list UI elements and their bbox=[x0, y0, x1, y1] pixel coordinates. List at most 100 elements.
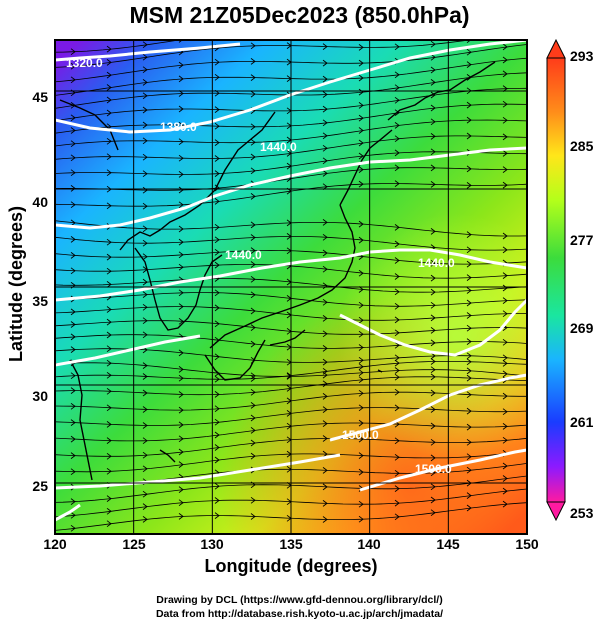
streamline-arrow bbox=[466, 116, 472, 124]
credit-line-1: Drawing by DCL (https://www.gfd-dennou.o… bbox=[156, 594, 443, 606]
streamline-arrow bbox=[70, 498, 76, 505]
streamline-arrow bbox=[322, 233, 328, 241]
streamline-arrow bbox=[70, 140, 76, 148]
streamline-arrow bbox=[106, 137, 112, 145]
streamline-arrow bbox=[430, 181, 436, 188]
streamline-arrow bbox=[358, 376, 364, 384]
streamline-arrow bbox=[466, 260, 472, 268]
streamline-arrow bbox=[322, 91, 328, 98]
streamline-arrow bbox=[178, 303, 184, 310]
streamline-arrow bbox=[250, 372, 256, 380]
contour-label: 1440.0 bbox=[225, 248, 262, 262]
y-tick-label: 30 bbox=[32, 388, 48, 404]
streamline-arrow bbox=[142, 202, 148, 210]
streamline-arrow bbox=[466, 338, 472, 345]
streamline-arrow bbox=[214, 289, 220, 297]
streamline-arrow bbox=[142, 225, 148, 233]
streamline-arrow bbox=[503, 31, 507, 37]
streamline-arrow bbox=[106, 253, 112, 261]
streamline-arrow bbox=[70, 48, 76, 56]
streamline-arrow bbox=[142, 362, 148, 369]
streamline-arrow bbox=[106, 318, 112, 326]
streamline-arrow bbox=[394, 469, 400, 477]
streamline-arrow bbox=[250, 275, 256, 283]
streamline-arrow bbox=[430, 358, 436, 365]
streamline-arrow bbox=[214, 170, 220, 177]
grid-lines bbox=[55, 40, 527, 534]
streamline-arrow bbox=[250, 340, 256, 348]
colorbar-label: 285 bbox=[570, 138, 594, 154]
streamline-arrow bbox=[502, 272, 508, 279]
streamline-arrow bbox=[430, 454, 436, 462]
streamline-arrow bbox=[106, 306, 112, 313]
streamline-arrow bbox=[250, 439, 256, 447]
streamline-arrow bbox=[178, 448, 184, 456]
plot-frame bbox=[54, 39, 528, 535]
streamline-arrow bbox=[394, 354, 400, 362]
x-tick-label: 145 bbox=[436, 536, 460, 552]
streamline-arrow bbox=[394, 485, 400, 492]
streamline-arrow bbox=[358, 88, 364, 96]
streamline-arrow bbox=[430, 164, 436, 172]
streamline-arrow bbox=[70, 62, 76, 70]
streamline-arrow bbox=[322, 282, 328, 290]
streamline-arrow bbox=[106, 467, 112, 475]
streamline-arrow bbox=[287, 27, 291, 33]
colorbar-label: 253 bbox=[570, 505, 594, 521]
streamline-arrow bbox=[322, 345, 328, 352]
streamline-arrow bbox=[430, 91, 436, 99]
streamline-arrow bbox=[322, 249, 328, 257]
coastlines bbox=[59, 61, 496, 481]
streamline-arrow bbox=[70, 76, 76, 84]
streamline-arrow bbox=[214, 444, 220, 451]
streamline-arrow bbox=[394, 122, 400, 129]
streamline-arrow bbox=[106, 437, 112, 444]
streamline-arrow bbox=[214, 223, 220, 231]
streamline-arrow bbox=[70, 154, 76, 162]
streamline-arrow bbox=[214, 304, 220, 312]
streamline-arrow bbox=[250, 291, 256, 299]
x-tick-label: 130 bbox=[200, 536, 224, 552]
streamline-arrow bbox=[178, 349, 184, 357]
streamline-arrow bbox=[502, 500, 508, 508]
streamline-arrow bbox=[394, 180, 400, 187]
streamline-arrow bbox=[394, 43, 400, 51]
streamline-arrow bbox=[430, 133, 436, 140]
streamline-arrow bbox=[358, 316, 364, 324]
streamline-arrow bbox=[358, 404, 364, 412]
streamline-arrow bbox=[322, 358, 328, 366]
streamline-arrow bbox=[70, 333, 76, 341]
streamline-arrow bbox=[250, 452, 256, 460]
streamline-arrow bbox=[502, 462, 508, 470]
x-tick-label: 120 bbox=[43, 536, 67, 552]
streamline-arrow bbox=[467, 24, 471, 30]
streamline-arrow bbox=[322, 265, 328, 273]
streamline-arrow bbox=[322, 483, 328, 491]
streamline-arrow bbox=[106, 109, 112, 117]
streamline-arrow bbox=[395, 29, 399, 35]
streamline-arrow bbox=[430, 148, 436, 156]
streamline-arrow bbox=[323, 27, 327, 33]
streamline-arrow bbox=[466, 299, 472, 307]
streamline-arrow bbox=[466, 274, 472, 281]
streamline-arrow bbox=[358, 74, 364, 82]
streamline-arrow bbox=[466, 246, 472, 254]
colorbar bbox=[546, 38, 566, 522]
streamline-arrow bbox=[358, 220, 364, 228]
x-tick-label: 150 bbox=[515, 536, 539, 552]
streamline-arrow bbox=[106, 281, 112, 288]
streamline-arrow bbox=[430, 422, 436, 430]
streamline-arrow bbox=[430, 118, 436, 126]
streamline-arrow bbox=[358, 236, 364, 244]
geopotential-contours bbox=[55, 40, 527, 522]
streamline-arrow bbox=[106, 421, 112, 428]
streamline-arrow bbox=[394, 373, 400, 381]
streamline-arrow bbox=[358, 180, 364, 188]
streamline-arrow bbox=[178, 366, 184, 373]
streamline-arrow bbox=[394, 388, 400, 396]
streamline-arrow bbox=[358, 500, 364, 508]
streamline-arrow bbox=[70, 435, 76, 443]
streamline-arrow bbox=[466, 61, 472, 68]
streamline-arrow bbox=[178, 40, 183, 43]
streamline-arrow bbox=[502, 56, 508, 64]
